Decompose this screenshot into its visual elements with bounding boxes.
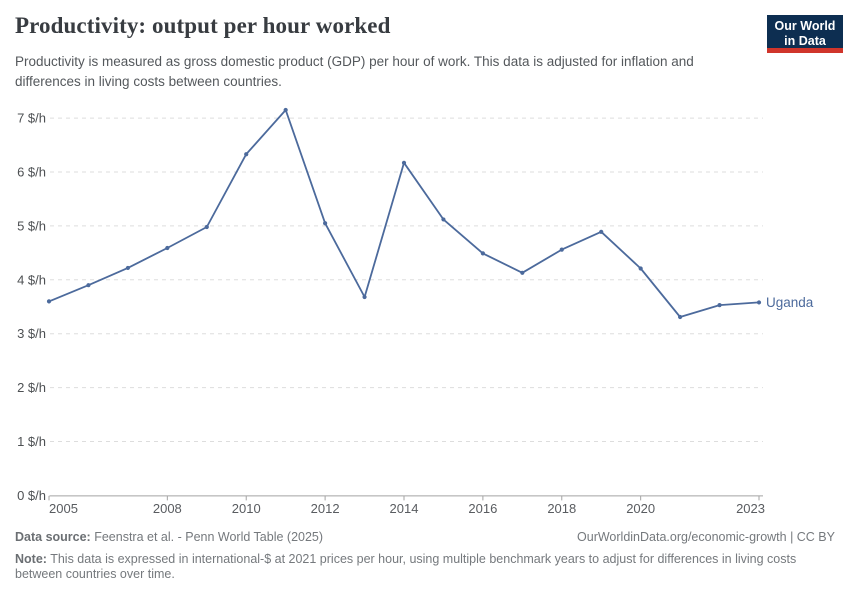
data-point: [599, 229, 604, 234]
note-label: Note:: [15, 552, 47, 566]
data-point: [441, 217, 446, 222]
y-tick-label: 6 $/h: [17, 165, 46, 180]
attribution-link[interactable]: OurWorldinData.org/economic-growth | CC …: [577, 530, 835, 544]
data-point: [638, 266, 643, 271]
chart-subtitle: Productivity is measured as gross domest…: [15, 54, 694, 89]
data-point: [283, 107, 288, 113]
y-tick-label: 1 $/h: [17, 434, 46, 449]
data-point: [244, 152, 249, 157]
x-tick-label: 2016: [468, 501, 497, 516]
owid-logo-line2: in Data: [784, 34, 826, 48]
data-point: [717, 303, 722, 308]
data-point: [125, 265, 130, 271]
data-source-label: Data source:: [15, 530, 91, 544]
data-point: [165, 245, 170, 251]
data-point: [520, 270, 525, 275]
x-tick-label: 2018: [547, 501, 576, 516]
x-tick-label: 2005: [49, 501, 78, 516]
page-title: Productivity: output per hour worked: [15, 13, 391, 38]
data-source-line: Data source: Feenstra et al. - Penn Worl…: [15, 530, 323, 545]
data-point: [362, 294, 367, 300]
data-point: [678, 314, 683, 320]
y-tick-label: 5 $/h: [17, 218, 46, 233]
data-source-text: Feenstra et al. - Penn World Table (2025…: [94, 530, 324, 544]
source-row: Data source: Feenstra et al. - Penn Worl…: [15, 530, 835, 545]
owid-logo-line1: Our World: [774, 19, 836, 33]
uganda-series-label: Uganda: [766, 295, 814, 310]
note-text: This data is expressed in international-…: [15, 552, 797, 581]
x-tick-label: 2008: [153, 501, 182, 516]
x-tick-label: 2023: [736, 501, 765, 516]
data-point: [86, 283, 91, 288]
x-tick-label: 2012: [311, 501, 340, 516]
y-tick-label: 3 $/h: [17, 326, 46, 341]
y-tick-label: 7 $/h: [17, 111, 46, 126]
y-tick-label: 4 $/h: [17, 272, 46, 287]
data-point: [480, 251, 485, 256]
data-point: [401, 160, 407, 165]
chart-footer: Data source: Feenstra et al. - Penn Worl…: [15, 530, 835, 582]
x-tick-label: 2014: [390, 501, 419, 516]
data-point: [323, 221, 328, 226]
data-point: [559, 247, 564, 252]
data-point: [204, 224, 209, 230]
note-line: Note: This data is expressed in internat…: [15, 552, 837, 582]
owid-logo[interactable]: Our World in Data: [767, 15, 843, 53]
data-point: [46, 299, 52, 304]
x-tick-label: 2020: [626, 501, 655, 516]
uganda-line: [48, 109, 760, 318]
y-tick-label: 0 $/h: [17, 488, 46, 503]
y-tick-label: 2 $/h: [17, 380, 46, 395]
data-point: [756, 300, 762, 305]
x-tick-label: 2010: [232, 501, 261, 516]
